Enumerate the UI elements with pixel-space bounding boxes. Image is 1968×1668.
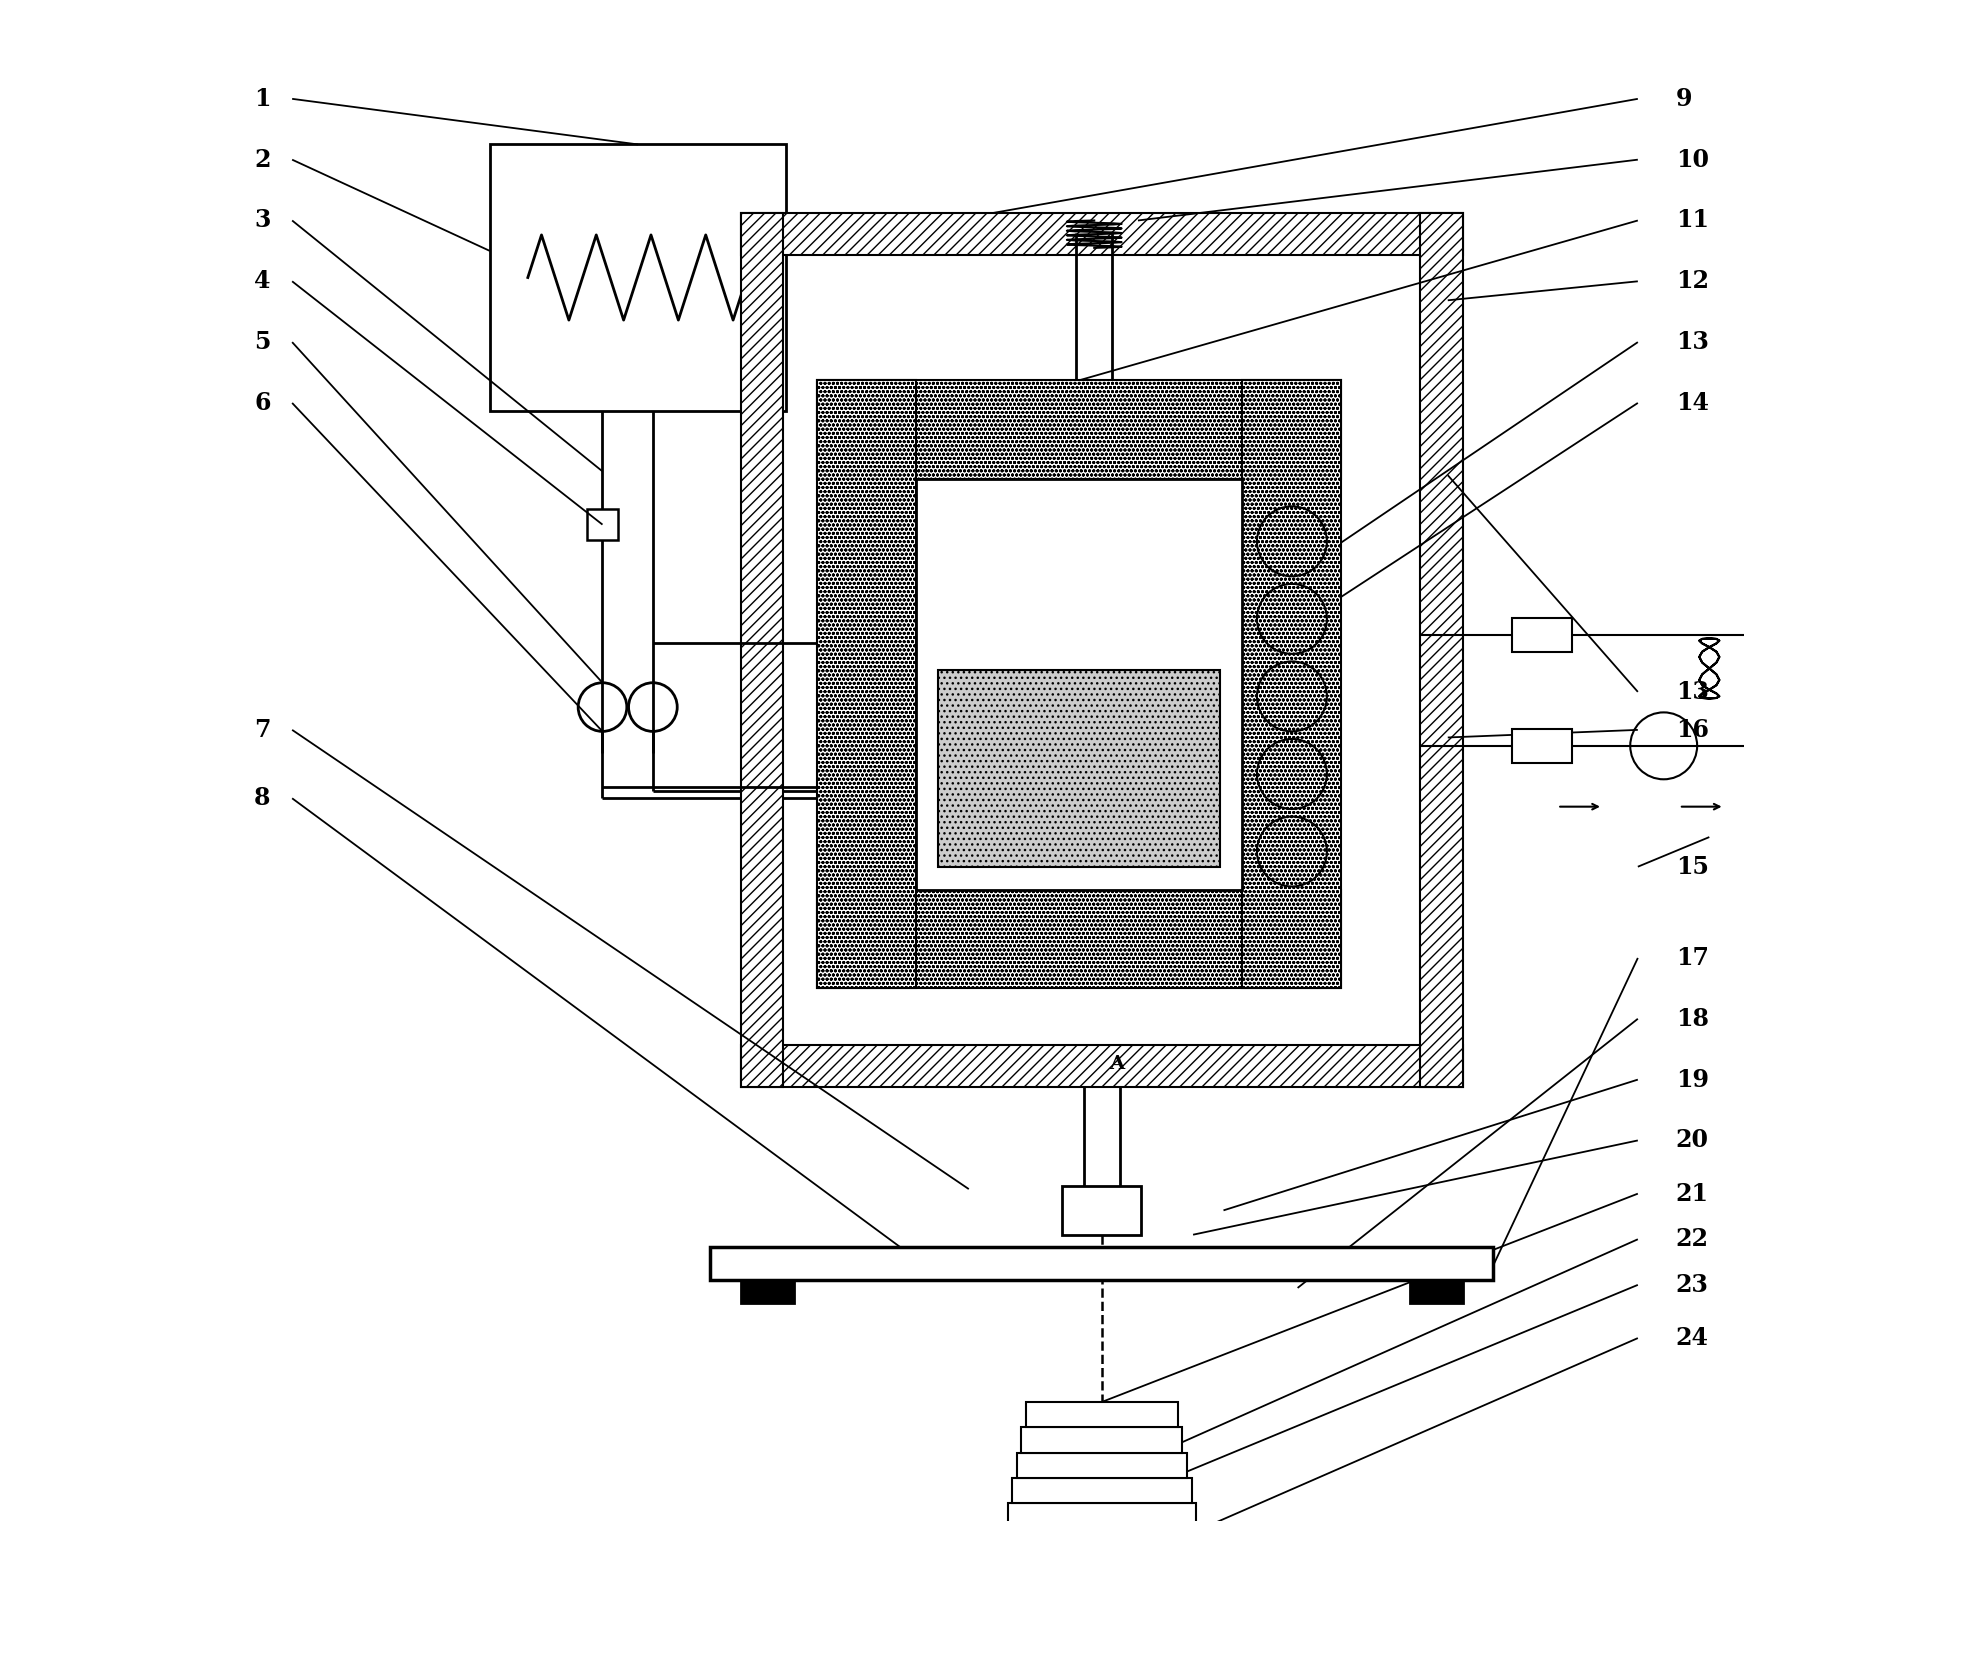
Bar	[1021, 1428, 1183, 1453]
Text: 15: 15	[1677, 854, 1708, 879]
Bar	[1242, 380, 1342, 989]
Bar	[740, 1044, 1462, 1088]
Text: 1: 1	[254, 87, 272, 110]
Text: 20: 20	[1677, 1129, 1708, 1153]
Bar	[1421, 214, 1462, 1088]
Bar	[1012, 1478, 1191, 1503]
Bar	[783, 255, 1421, 1044]
Text: 23: 23	[1677, 1273, 1708, 1298]
Bar	[740, 1281, 793, 1303]
Text: 16: 16	[1677, 717, 1708, 742]
Text: 14: 14	[1677, 390, 1708, 415]
Bar	[1025, 1403, 1179, 1428]
Bar	[817, 380, 915, 989]
Text: 7: 7	[254, 717, 272, 742]
Text: 11: 11	[1677, 208, 1708, 232]
Text: 5: 5	[254, 330, 270, 354]
Bar	[1004, 1528, 1200, 1555]
Text: 18: 18	[1677, 1007, 1708, 1031]
Text: 9: 9	[1677, 87, 1692, 110]
Text: 3: 3	[254, 208, 270, 232]
Text: 8: 8	[254, 786, 272, 811]
Bar	[1017, 1453, 1187, 1478]
Text: 13: 13	[1677, 330, 1708, 354]
Text: 4: 4	[254, 269, 272, 294]
Bar	[1063, 1186, 1141, 1234]
Text: 24: 24	[1677, 1326, 1708, 1349]
Bar	[990, 1551, 1212, 1573]
Bar	[915, 479, 1242, 889]
Text: 6: 6	[254, 390, 272, 415]
Bar	[490, 145, 787, 410]
Text: 19: 19	[1677, 1068, 1708, 1091]
Bar	[586, 509, 618, 540]
Text: 12: 12	[1677, 269, 1708, 294]
Bar	[710, 1248, 1494, 1281]
Text: 10: 10	[1677, 148, 1708, 172]
Bar	[817, 889, 1342, 989]
Text: 17: 17	[1677, 946, 1708, 971]
Bar	[1008, 1503, 1197, 1528]
Text: A: A	[1108, 1054, 1124, 1073]
Bar	[817, 380, 1342, 479]
Text: 22: 22	[1677, 1228, 1708, 1251]
Bar	[740, 214, 783, 1088]
Bar	[1511, 619, 1572, 652]
Bar	[1409, 1281, 1462, 1303]
Bar	[740, 214, 1462, 255]
Bar	[939, 669, 1220, 867]
Text: 13: 13	[1677, 681, 1708, 704]
Bar	[1511, 729, 1572, 762]
Text: 2: 2	[254, 148, 272, 172]
Text: 21: 21	[1677, 1181, 1708, 1206]
